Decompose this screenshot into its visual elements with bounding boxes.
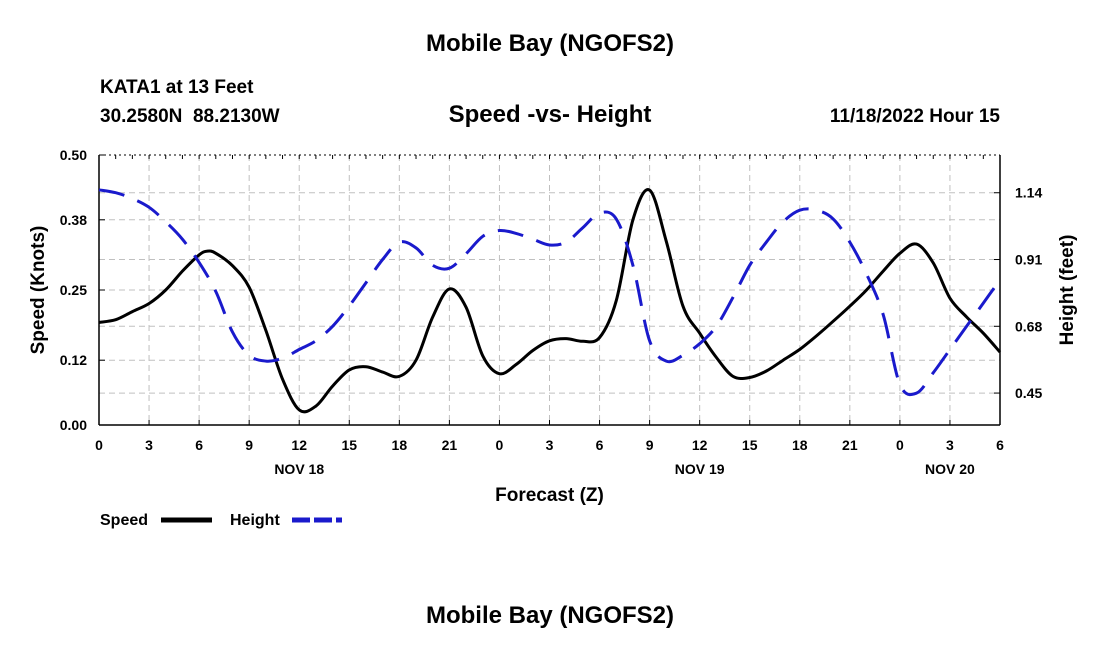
station-name: KATA1 at 13 Feet <box>100 77 254 98</box>
x-tick-label: 9 <box>646 437 654 453</box>
y-right-tick-label: 0.45 <box>1015 385 1042 401</box>
x-tick-label: 9 <box>245 437 253 453</box>
date-label: NOV 20 <box>925 461 975 477</box>
legend-label-speed: Speed <box>100 512 148 529</box>
x-tick-label: 21 <box>842 437 858 453</box>
date-label: NOV 19 <box>675 461 725 477</box>
y-left-axis-title: Speed (Knots) <box>28 226 49 355</box>
x-tick-label: 0 <box>896 437 904 453</box>
x-tick-label: 12 <box>692 437 708 453</box>
x-tick-label: 12 <box>291 437 307 453</box>
x-tick-label: 15 <box>341 437 357 453</box>
x-tick-label: 6 <box>596 437 604 453</box>
y-left-tick-label: 0.00 <box>60 417 87 433</box>
legend-label-height: Height <box>230 512 280 529</box>
x-tick-label: 3 <box>946 437 954 453</box>
series-line-height <box>98 188 1002 397</box>
x-tick-label: 0 <box>496 437 504 453</box>
x-tick-label: 3 <box>145 437 153 453</box>
y-right-tick-label: 0.68 <box>1015 318 1042 334</box>
x-tick-label: 21 <box>442 437 458 453</box>
main-title: Mobile Bay (NGOFS2) <box>425 30 675 57</box>
x-tick-label: 0 <box>95 437 103 453</box>
x-tick-label: 15 <box>742 437 758 453</box>
x-tick-label: 18 <box>392 437 408 453</box>
x-tick-label: 18 <box>792 437 808 453</box>
y-left-tick-label: 0.25 <box>60 282 87 298</box>
date-label: NOV 18 <box>274 461 324 477</box>
y-right-tick-label: 0.91 <box>1015 252 1042 268</box>
x-tick-label: 6 <box>195 437 203 453</box>
station-coordinates: 30.2580N 88.2130W <box>100 106 280 127</box>
x-tick-label: 6 <box>996 437 1004 453</box>
chart-subtitle: Speed -vs- Height <box>448 101 652 128</box>
y-left-tick-label: 0.50 <box>60 147 87 163</box>
bottom-title: Mobile Bay (NGOFS2) <box>425 602 675 629</box>
y-right-tick-label: 1.14 <box>1015 185 1042 201</box>
forecast-timestamp: 11/18/2022 Hour 15 <box>829 106 1000 127</box>
y-left-tick-label: 0.12 <box>60 352 87 368</box>
x-tick-label: 3 <box>546 437 554 453</box>
x-axis-title: Forecast (Z) <box>495 485 604 506</box>
y-left-tick-label: 0.38 <box>60 212 87 228</box>
y-right-axis-title: Height (feet) <box>1057 235 1078 346</box>
series-line-speed <box>98 188 1002 414</box>
